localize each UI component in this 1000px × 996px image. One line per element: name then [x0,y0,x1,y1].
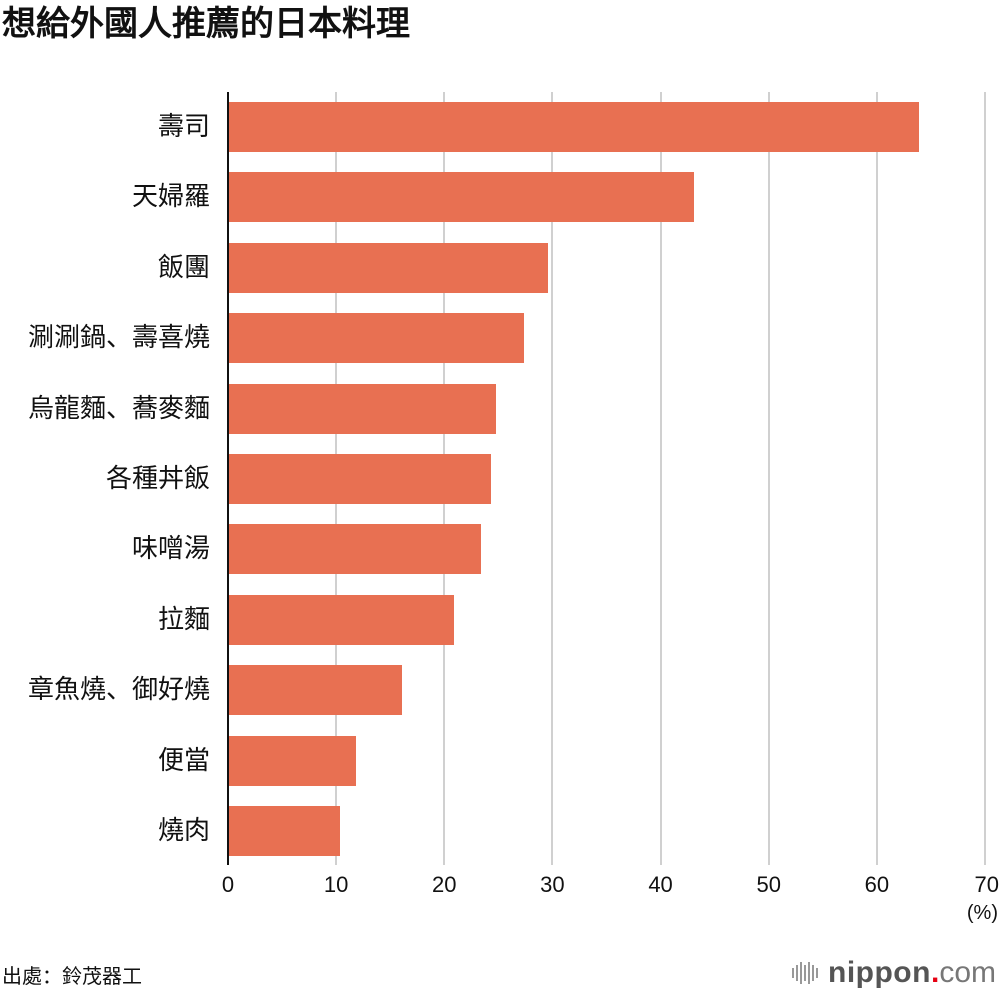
bar [229,806,341,856]
bar [229,102,919,152]
x-tick-label: 10 [323,872,349,897]
gridline [984,92,986,865]
category-label: 飯團 [157,252,210,283]
category-label: 章魚燒、御好燒 [27,675,210,706]
category-label: 燒肉 [157,816,210,846]
bar [229,313,525,364]
gridline [875,92,878,865]
logo-brand: nippon [828,956,931,989]
sound-wave-icon [792,962,818,984]
bar [229,242,549,293]
category-label: 便當 [157,745,210,776]
gridline [767,92,770,865]
x-tick-label: 50 [756,872,781,897]
nippon-logo: nippon. com [792,955,996,991]
chart-title: 想給外國人推薦的日本料理 [2,4,410,44]
source-note: 出處：鈴茂器工 [2,964,142,988]
x-tick-label: 60 [864,872,890,897]
category-label: 各種丼飯 [105,464,210,494]
x-axis-unit: (%) [966,902,998,924]
bar [229,172,694,223]
x-tick-label: 20 [432,872,457,897]
category-label: 拉麵 [157,604,210,635]
category-label: 天婦羅 [131,182,210,213]
bar [229,735,356,786]
bar [229,454,491,504]
category-label: 味噌湯 [131,534,210,565]
x-tick-label: 30 [540,872,565,897]
bar [229,383,497,434]
bar [229,524,481,575]
bar [229,665,403,716]
logo-dot: . [930,956,940,989]
y-axis-line [227,92,229,865]
category-label: 烏龍麵、蕎麥麵 [27,393,210,424]
category-label: 涮涮鍋、壽喜燒 [27,323,210,354]
x-tick-label: 0 [221,872,235,897]
logo-tld: com [939,956,996,989]
gridline [659,92,662,865]
bar [229,594,454,645]
category-label: 壽司 [157,112,210,142]
x-tick-label: 70 [974,872,999,897]
x-tick-label: 40 [648,872,673,897]
gridline [551,92,554,865]
